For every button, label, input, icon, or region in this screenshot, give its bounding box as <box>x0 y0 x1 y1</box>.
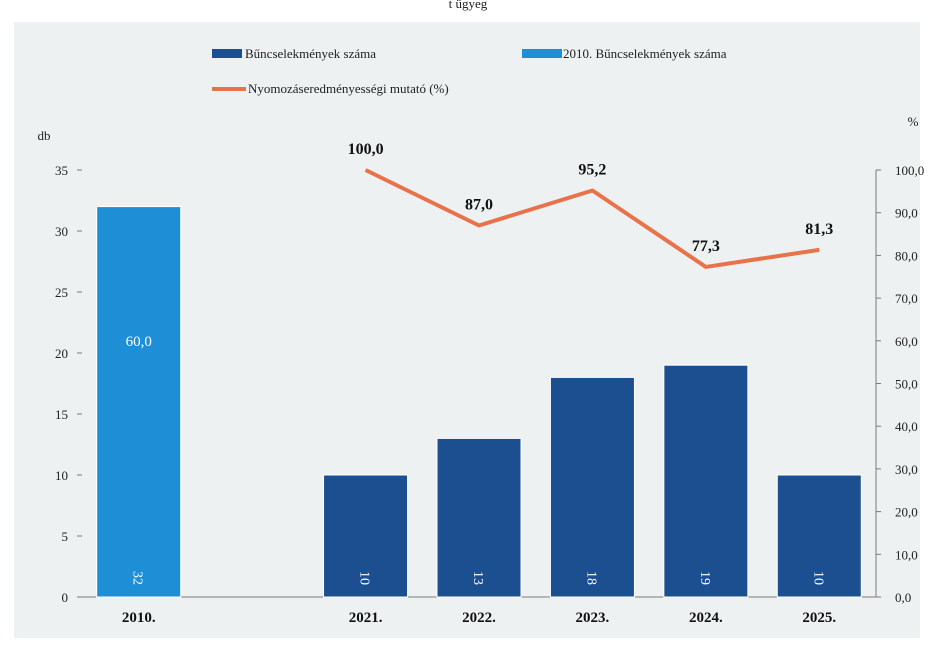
indicator-value-label: 100,0 <box>348 141 384 158</box>
left-axis-tick-label: 20 <box>55 346 68 361</box>
category-label: 2022. <box>462 610 496 626</box>
bar-2010 <box>96 206 182 598</box>
right-axis-tick-label: 80,0 <box>895 248 918 263</box>
left-axis: 0 5 10 15 20 25 30 35 <box>55 163 82 605</box>
right-axis-unit: % <box>908 114 919 129</box>
left-axis-tick-label: 25 <box>55 285 68 300</box>
right-axis-tick-label: 50,0 <box>895 377 918 392</box>
right-axis-tick-label: 30,0 <box>895 462 918 477</box>
bar-value-label: 10 <box>810 571 825 585</box>
legend-swatch-2010 <box>522 49 562 58</box>
indicator-value-label: 87,0 <box>465 197 493 214</box>
header-fragment: t ügyeg <box>449 0 488 11</box>
bar-value-label: 13 <box>470 571 485 585</box>
category-label: 2010. <box>122 610 156 626</box>
right-axis-tick-label: 10,0 <box>895 547 918 562</box>
category-labels: 2010. 2021. 2022. 2023. 2024. 2025. <box>122 610 837 626</box>
legend-label-line: Nyomozáseredményességi mutató (%) <box>248 81 449 96</box>
right-axis-tick-label: 90,0 <box>895 206 918 221</box>
category-label: 2021. <box>349 610 383 626</box>
indicator-value-label-2010: 60,0 <box>126 334 152 350</box>
line-series-group: 60,0 100,0 87,0 95,2 77,3 81,3 <box>126 141 834 350</box>
left-axis-tick-label: 35 <box>55 163 68 178</box>
right-axis-tick-label: 70,0 <box>895 291 918 306</box>
left-axis-tick-label: 15 <box>55 407 68 422</box>
right-axis: 0,0 10,0 20,0 30,0 40,0 50,0 60,0 70,0 80,0 90,0 1… <box>876 163 924 605</box>
legend-label-bars: Bűncselekmények száma <box>245 46 376 61</box>
bar <box>663 364 749 598</box>
legend-swatch-bars <box>212 49 242 58</box>
right-axis-tick-label: 0,0 <box>895 590 911 605</box>
legend: Bűncselekmények száma 2010. Bűncselekmén… <box>212 46 727 96</box>
right-axis-tick-label: 60,0 <box>895 334 918 349</box>
indicator-value-label: 81,3 <box>805 221 833 238</box>
category-label: 2023. <box>576 610 610 626</box>
left-axis-tick-label: 30 <box>55 224 68 239</box>
legend-label-2010: 2010. Bűncselekmények száma <box>563 46 727 61</box>
bar-value-label: 10 <box>357 571 372 585</box>
bars-group: 32 10 13 18 19 10 <box>96 206 862 598</box>
right-axis-tick-label: 40,0 <box>895 419 918 434</box>
bar <box>776 474 862 598</box>
indicator-value-label: 95,2 <box>578 161 606 178</box>
bar-value-label: 32 <box>130 571 145 585</box>
left-axis-unit: db <box>38 128 51 143</box>
bar <box>323 474 409 598</box>
category-label: 2025. <box>802 610 836 626</box>
left-axis-tick-label: 5 <box>62 529 69 544</box>
left-axis-tick-label: 10 <box>55 468 68 483</box>
right-axis-tick-label: 100,0 <box>895 163 924 178</box>
right-axis-tick-label: 20,0 <box>895 505 918 520</box>
legend-swatch-line <box>212 87 246 91</box>
bar-value-label: 18 <box>583 571 598 585</box>
indicator-line <box>364 168 820 269</box>
bar <box>436 437 522 598</box>
indicator-value-label: 77,3 <box>692 238 720 255</box>
bar-value-label: 19 <box>697 571 712 585</box>
category-label: 2024. <box>689 610 723 626</box>
bar <box>549 376 635 598</box>
left-axis-tick-label: 0 <box>62 590 69 605</box>
